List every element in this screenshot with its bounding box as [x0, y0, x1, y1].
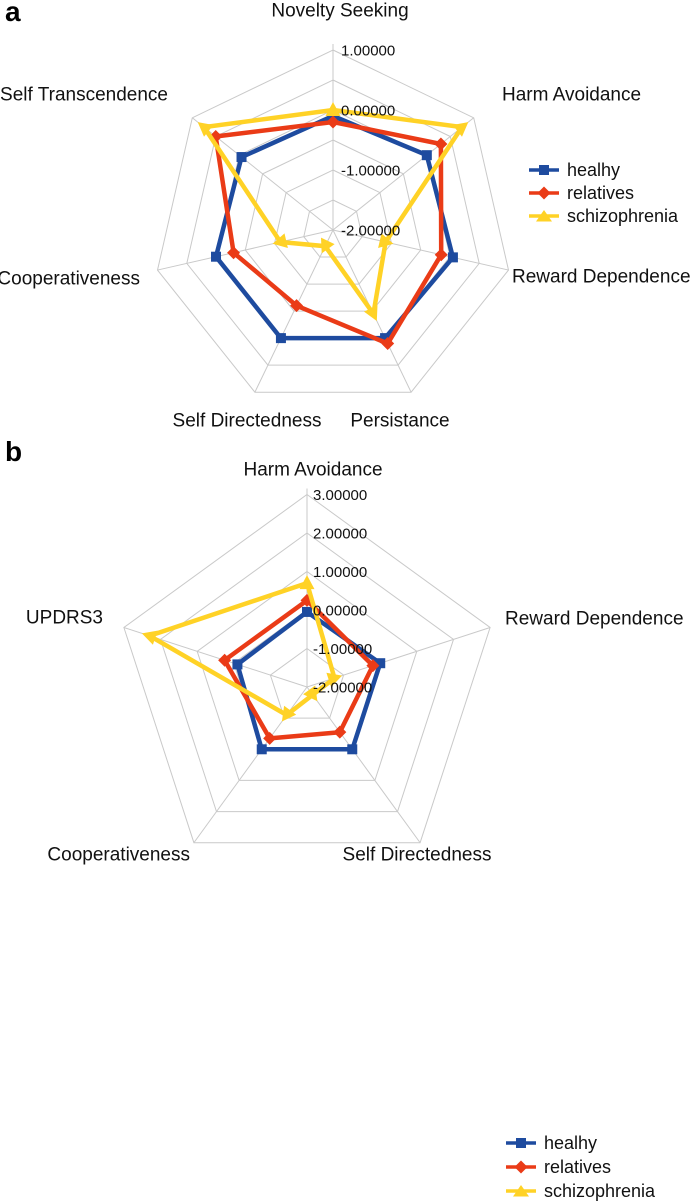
legend-a: healhy relatives schizophrenia — [528, 158, 678, 227]
svg-text:Cooperativeness: Cooperativeness — [47, 845, 190, 866]
legend-label: healhy — [567, 159, 621, 180]
svg-text:0.00000: 0.00000 — [341, 103, 395, 120]
legend-label: schizophrenia — [567, 205, 679, 226]
svg-text:3.00000: 3.00000 — [313, 487, 367, 504]
legend-square-marker-icon — [529, 164, 559, 175]
legend-item-schizophrenia: schizophrenia — [528, 204, 678, 227]
panel-a: a Novelty Seeking Harm Avoidance Reward De… — [0, 0, 700, 440]
legend-b: healhy relatives schizophrenia — [505, 1131, 655, 1203]
legend-item-healthy: healhy — [528, 158, 678, 181]
svg-text:Self Directedness: Self Directedness — [343, 845, 492, 866]
radar-chart-a: Novelty Seeking Harm Avoidance Reward Depe… — [0, 1, 691, 432]
legend-square-marker-icon — [506, 1138, 536, 1148]
legend-label: relatives — [567, 182, 635, 203]
legend-diamond-marker-icon — [529, 186, 559, 199]
svg-text:0.00000: 0.00000 — [313, 603, 367, 620]
svg-text:Cooperativeness: Cooperativeness — [0, 269, 140, 290]
legend-triangle-marker-icon — [506, 1185, 536, 1197]
legend-item-schizophrenia: schizophrenia — [505, 1179, 655, 1203]
legend-label: relatives — [544, 1157, 612, 1177]
svg-text:Persistance: Persistance — [350, 411, 449, 432]
svg-text:Harm Avoidance: Harm Avoidance — [243, 460, 382, 481]
svg-text:Reward Dependence: Reward Dependence — [512, 267, 691, 288]
svg-text:-2.00000: -2.00000 — [313, 680, 372, 697]
svg-text:1.00000: 1.00000 — [313, 564, 367, 581]
panel-a-letter: a — [5, 0, 21, 27]
svg-text:Self Directedness: Self Directedness — [173, 411, 322, 432]
legend-item-relatives: relatives — [505, 1155, 655, 1179]
legend-label: healhy — [544, 1133, 598, 1153]
svg-text:-1.00000: -1.00000 — [341, 163, 400, 180]
panel-b-letter: b — [5, 436, 23, 467]
svg-text:-1.00000: -1.00000 — [313, 641, 372, 658]
legend-diamond-marker-icon — [506, 1160, 536, 1174]
legend-item-relatives: relatives — [528, 181, 678, 204]
svg-text:-2.00000: -2.00000 — [341, 223, 400, 240]
legend-item-healthy: healhy — [505, 1131, 655, 1155]
svg-text:UPDRS3: UPDRS3 — [26, 608, 103, 629]
svg-text:1.00000: 1.00000 — [341, 43, 395, 60]
svg-text:Self Transcendence: Self Transcendence — [0, 85, 168, 106]
legend-triangle-marker-icon — [529, 209, 559, 221]
svg-text:Reward Dependence: Reward Dependence — [505, 609, 684, 630]
radar-chart-b: Harm Avoidance Reward Dependence Self Dire… — [26, 460, 684, 866]
svg-text:Harm Avoidance: Harm Avoidance — [502, 85, 641, 106]
svg-text:2.00000: 2.00000 — [313, 526, 367, 543]
svg-text:Novelty Seeking: Novelty Seeking — [271, 1, 408, 22]
panel-b: b Harm Avoidance Reward Dependence Self Di… — [0, 436, 700, 1200]
legend-label: schizophrenia — [544, 1181, 656, 1201]
